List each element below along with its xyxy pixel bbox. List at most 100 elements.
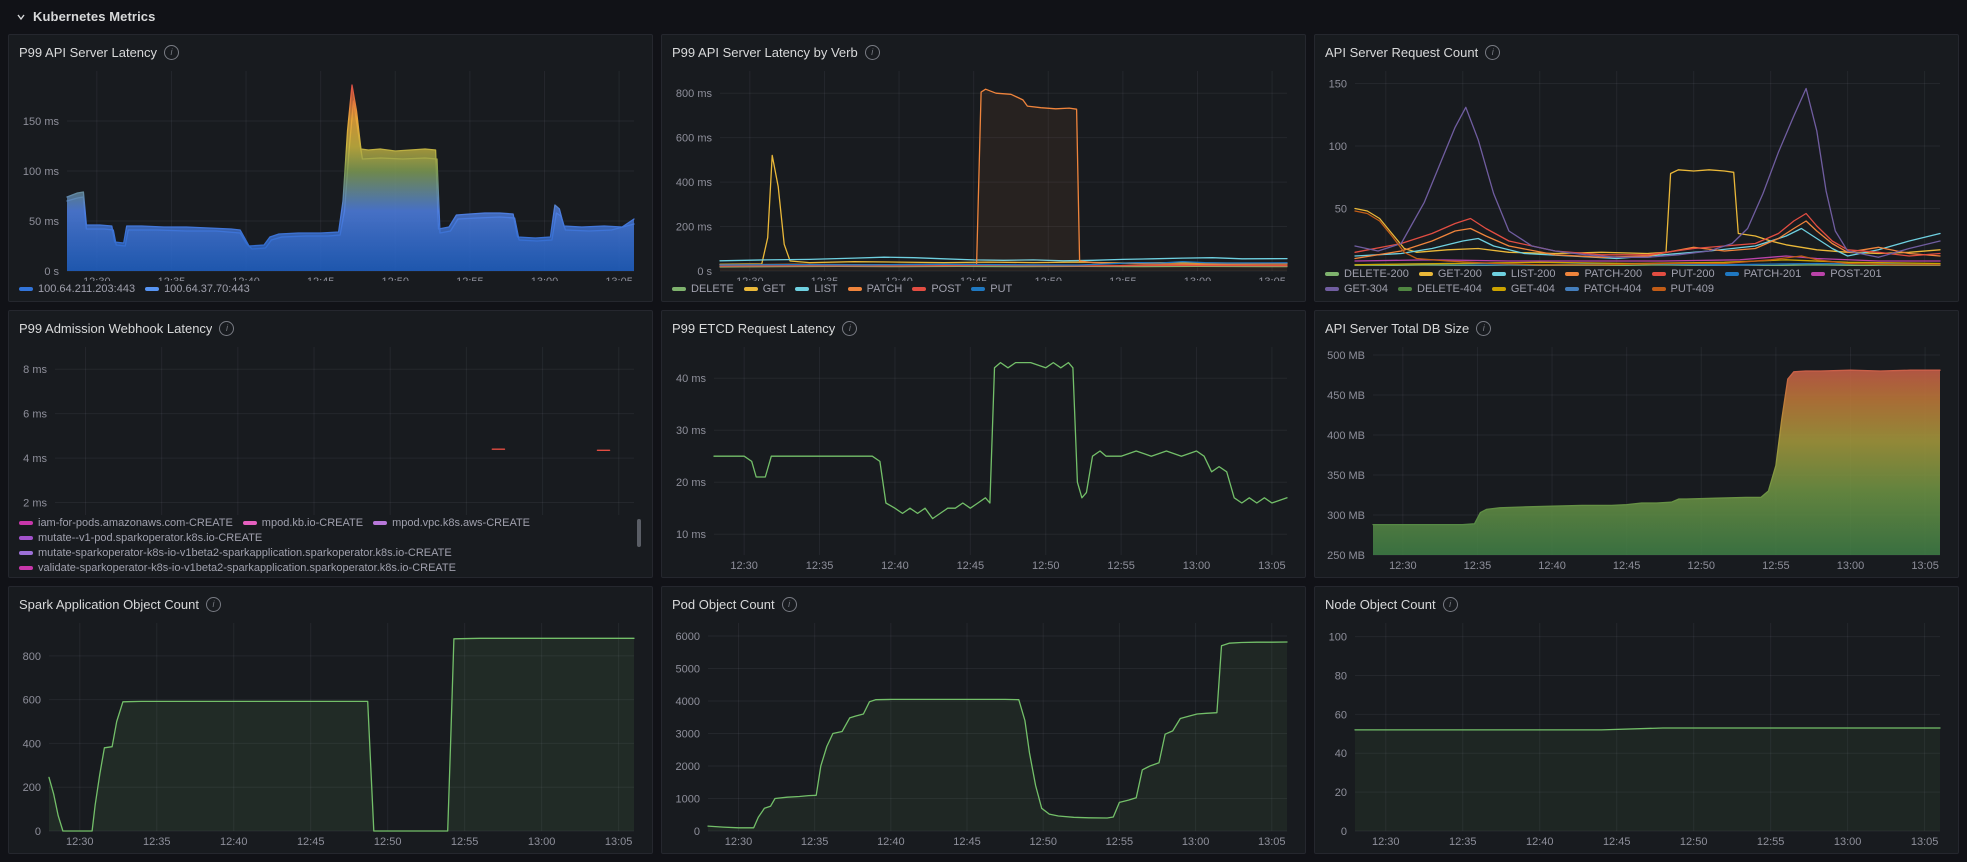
panel-header[interactable]: Pod Object Count i	[672, 593, 1295, 615]
legend-item[interactable]: 100.64.37.70:443	[145, 283, 250, 295]
chart-area[interactable]: 0 20 40 60 80 100 12:30 12:35 12:40 12:45 12:50 12:…	[1325, 617, 1948, 849]
legend-series-label: LIST-200	[1510, 268, 1556, 280]
legend-item[interactable]: mpod.vpc.k8s.aws-CREATE	[373, 517, 530, 529]
svg-text:12:40: 12:40	[1538, 560, 1566, 572]
chart-area[interactable]: 0 200 400 600 800 12:30 12:35 12:40 12:45 12:50 12…	[19, 617, 642, 849]
panel-header[interactable]: P99 ETCD Request Latency i	[672, 317, 1295, 339]
legend-series-marker	[1491, 272, 1506, 276]
legend-item[interactable]: POST	[912, 283, 961, 295]
legend-item[interactable]: DELETE-404	[1398, 283, 1482, 295]
svg-text:12:30: 12:30	[725, 836, 753, 848]
chart-area[interactable]: 10 ms 20 ms 30 ms 40 ms 12:30 12:35 12:40 12:45…	[672, 341, 1295, 573]
chart-area[interactable]: 0 50 100 150 12:30 12:35 12:40 12:45 12:50 12:55 1…	[1328, 71, 1941, 288]
chart-area[interactable]: 250 MB 300 MB 350 MB 400 MB 450 MB 500 MB 12:3…	[1325, 341, 1948, 573]
legend-series-label: mpod.kb.io-CREATE	[261, 517, 364, 529]
legend-item[interactable]: PATCH	[847, 283, 902, 295]
legend-item[interactable]: PATCH-201	[1724, 268, 1801, 280]
svg-text:10 ms: 10 ms	[676, 529, 706, 541]
legend-item[interactable]: GET	[743, 283, 785, 295]
panel-header[interactable]: Spark Application Object Count i	[19, 593, 642, 615]
legend-item[interactable]: mutate-sparkoperator-k8s-io-v1beta2-spar…	[19, 547, 452, 559]
legend-series-marker	[1418, 272, 1433, 276]
svg-text:6 ms: 6 ms	[23, 409, 47, 421]
info-icon[interactable]: i	[164, 44, 180, 60]
svg-text:12:30: 12:30	[83, 276, 111, 281]
panel-title: P99 Admission Webhook Latency	[19, 320, 213, 336]
svg-text:12:55: 12:55	[1757, 836, 1785, 848]
svg-text:13:05: 13:05	[1911, 836, 1939, 848]
legend-item[interactable]: GET-404	[1491, 283, 1555, 295]
chart-area[interactable]: 0 s 50 ms 100 ms 150 ms 12:30 12:35 12:40 12:45…	[19, 65, 642, 281]
legend-item[interactable]: PATCH-200	[1565, 268, 1642, 280]
svg-text:5000: 5000	[676, 664, 700, 676]
legend-item[interactable]: DELETE-200	[1325, 268, 1409, 280]
legend-series-marker	[847, 287, 862, 291]
legend-item[interactable]: DELETE	[672, 283, 734, 295]
svg-text:12:55: 12:55	[451, 836, 479, 848]
svg-text:12:40: 12:40	[232, 276, 260, 281]
panel-header[interactable]: P99 Admission Webhook Latency i	[19, 317, 642, 339]
svg-text:12:35: 12:35	[811, 276, 839, 281]
panel-title: P99 ETCD Request Latency	[672, 320, 836, 336]
legend-series-label: 100.64.211.203:443	[38, 283, 136, 295]
panel-header[interactable]: P99 API Server Latency i	[19, 41, 642, 63]
legend-item[interactable]: mpod.kb.io-CREATE	[242, 517, 364, 529]
legend-item[interactable]: LIST-200	[1491, 268, 1556, 280]
svg-text:100 ms: 100 ms	[23, 166, 60, 178]
svg-text:60: 60	[1335, 709, 1347, 721]
legend-item[interactable]: GET-304	[1325, 283, 1388, 295]
legend-item[interactable]: PUT	[971, 283, 1012, 295]
legend-series-marker	[1651, 287, 1666, 291]
svg-text:40: 40	[1335, 748, 1347, 760]
panel-header[interactable]: API Server Total DB Size i	[1325, 317, 1948, 339]
dashboard-row-header[interactable]: Kubernetes Metrics	[0, 0, 1967, 28]
legend-item[interactable]: PUT-409	[1651, 283, 1714, 295]
info-icon[interactable]: i	[864, 44, 880, 60]
info-icon[interactable]: i	[219, 320, 235, 336]
svg-text:0 s: 0 s	[697, 266, 712, 278]
legend-series-marker	[1325, 287, 1339, 291]
legend-item[interactable]: PUT-200	[1652, 268, 1715, 280]
legend-item[interactable]: PATCH-404	[1564, 283, 1642, 295]
svg-text:200: 200	[23, 782, 41, 794]
svg-text:12:55: 12:55	[1107, 560, 1135, 572]
legend-item[interactable]: mutate--v1-pod.sparkoperator.k8s.io-CREA…	[19, 532, 262, 544]
panel-title: Node Object Count	[1325, 596, 1436, 612]
legend-series-marker	[1491, 287, 1506, 291]
panel-header[interactable]: Node Object Count i	[1325, 593, 1948, 615]
legend-item[interactable]: GET-200	[1418, 268, 1482, 280]
info-icon[interactable]: i	[1485, 44, 1501, 60]
svg-text:13:05: 13:05	[1258, 560, 1286, 572]
legend-item[interactable]: POST-201	[1811, 268, 1882, 280]
chart-area[interactable]: 0 1000 2000 3000 4000 5000 6000 12:30 12:35 12:40…	[672, 617, 1295, 849]
svg-text:50: 50	[1335, 204, 1347, 216]
chart-area[interactable]: 0 s 200 ms 400 ms 600 ms 800 ms 12:30 12:35 12:…	[672, 65, 1295, 281]
legend-item[interactable]: validate-sparkoperator-k8s-io-v1beta2-sp…	[19, 562, 456, 573]
panel-header[interactable]: P99 API Server Latency by Verb i	[672, 41, 1295, 63]
svg-text:13:05: 13:05	[605, 276, 633, 281]
row-title: Kubernetes Metrics	[33, 9, 156, 24]
legend-item[interactable]: iam-for-pods.amazonaws.com-CREATE	[19, 517, 233, 529]
legend-item[interactable]: LIST	[795, 283, 838, 295]
svg-text:4 ms: 4 ms	[23, 453, 47, 465]
legend: 100.64.211.203:443 100.64.37.70:443	[19, 283, 642, 297]
panel-header[interactable]: API Server Request Count i	[1325, 41, 1948, 63]
panel-node-count: Node Object Count i 0 20 40 60 80 100 12:30 12:…	[1314, 586, 1959, 854]
info-icon[interactable]: i	[781, 596, 797, 612]
svg-text:13:05: 13:05	[1258, 836, 1286, 848]
info-icon[interactable]: i	[1442, 596, 1458, 612]
legend-item[interactable]: 100.64.211.203:443	[19, 283, 135, 295]
legend-series-marker	[1724, 272, 1739, 276]
svg-text:600 ms: 600 ms	[676, 133, 713, 145]
legend-scrollbar[interactable]	[637, 519, 641, 547]
info-icon[interactable]: i	[842, 320, 858, 336]
legend-series-label: POST-201	[1830, 268, 1882, 280]
panel-title: Spark Application Object Count	[19, 596, 199, 612]
info-icon[interactable]: i	[1476, 320, 1492, 336]
info-icon[interactable]: i	[205, 596, 221, 612]
svg-text:12:45: 12:45	[297, 836, 325, 848]
legend-series-label: DELETE-404	[1417, 283, 1482, 295]
svg-text:2 ms: 2 ms	[23, 498, 47, 510]
svg-text:13:05: 13:05	[605, 836, 633, 848]
